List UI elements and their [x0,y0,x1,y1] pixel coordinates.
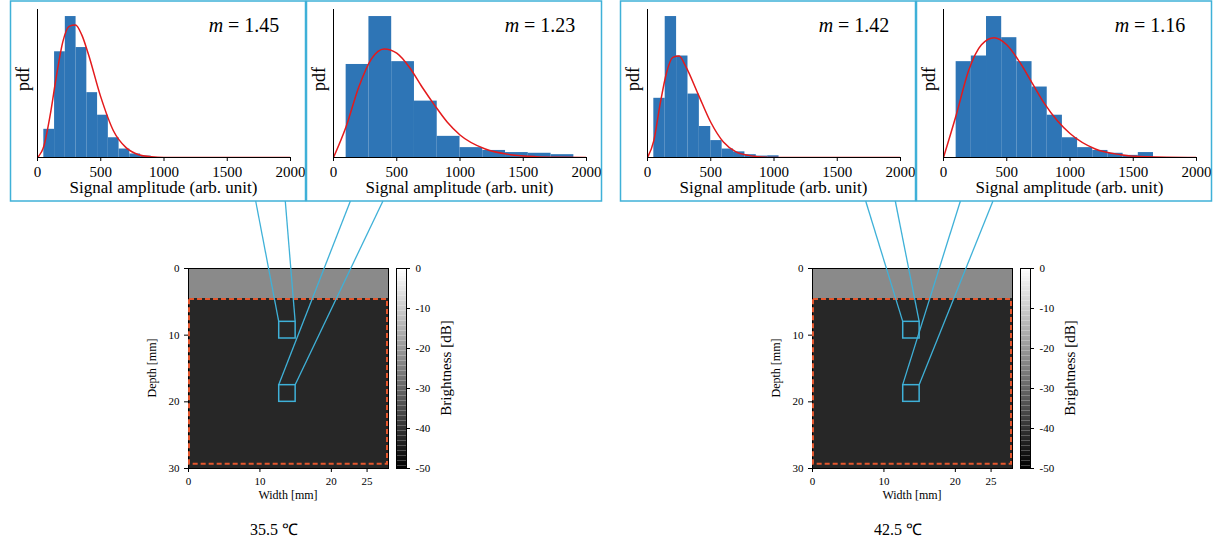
html-text:m = 1.45: m = 1.45 [208,14,280,36]
svg-text:0: 0 [174,262,180,274]
svg-text:10: 10 [878,475,890,487]
svg-text:500: 500 [89,164,112,181]
svg-text:20: 20 [169,395,181,407]
svg-text:0: 0 [416,262,422,274]
svg-text:500: 500 [699,164,722,181]
html-text:pdf: pdf [623,67,643,91]
html-text:Signal amplitude (arb. unit): Signal amplitude (arb. unit) [975,177,1164,197]
svg-text:-10: -10 [1040,302,1055,314]
html-text:Width [mm]: Width [mm] [882,488,942,502]
svg-text:30: 30 [169,462,181,474]
svg-text:-30: -30 [416,382,431,394]
svg-text:1500: 1500 [508,164,539,181]
svg-text:-20: -20 [1040,342,1055,354]
svg-text:0: 0 [810,475,816,487]
svg-text:25: 25 [362,475,374,487]
svg-text:10: 10 [793,329,805,341]
svg-text:20: 20 [793,395,805,407]
svg-text:0: 0 [644,164,652,180]
svg-text:-50: -50 [1040,462,1055,474]
html-text:35.5 ℃: 35.5 ℃ [250,521,298,538]
html-text:Depth [mm]: Depth [mm] [769,338,783,398]
svg-text:0: 0 [186,475,192,487]
html-text:Signal amplitude (arb. unit): Signal amplitude (arb. unit) [365,177,554,197]
svg-text:30: 30 [793,462,805,474]
svg-text:0: 0 [1040,262,1046,274]
html-text:Depth [mm]: Depth [mm] [145,338,159,398]
svg-text:-30: -30 [1040,382,1055,394]
html-text:Brightness [dB]: Brightness [dB] [437,320,454,416]
svg-text:0: 0 [330,164,338,180]
html-text:42.5 ℃: 42.5 ℃ [874,521,922,538]
svg-text:20: 20 [950,475,962,487]
svg-text:10: 10 [169,329,181,341]
svg-text:1000: 1000 [149,164,179,181]
svg-text:500: 500 [385,164,408,181]
svg-text:0: 0 [798,262,804,274]
svg-text:1500: 1500 [212,164,243,181]
svg-text:0: 0 [34,164,42,180]
svg-text:20: 20 [326,475,338,487]
html-text:pdf: pdf [919,67,939,91]
svg-text:1500: 1500 [1118,164,1149,181]
html-text:pdf: pdf [309,67,329,91]
html-text:Brightness [dB]: Brightness [dB] [1061,320,1078,416]
svg-text:2000: 2000 [886,164,916,180]
html-text:Signal amplitude (arb. unit): Signal amplitude (arb. unit) [679,177,868,197]
svg-text:1000: 1000 [1055,164,1085,181]
svg-text:0: 0 [940,164,948,180]
svg-text:2000: 2000 [1182,164,1212,180]
svg-text:2000: 2000 [572,164,602,180]
svg-text:-20: -20 [416,342,431,354]
html-text:m = 1.42: m = 1.42 [818,14,890,36]
svg-text:10: 10 [254,475,266,487]
html-text:m = 1.23: m = 1.23 [504,14,576,36]
svg-text:500: 500 [995,164,1018,181]
svg-text:1000: 1000 [445,164,475,181]
html-text:Width [mm]: Width [mm] [258,488,318,502]
svg-text:-10: -10 [416,302,431,314]
html-text:pdf: pdf [13,67,33,91]
svg-text:2000: 2000 [276,164,306,180]
svg-text:25: 25 [986,475,998,487]
svg-text:1000: 1000 [759,164,789,181]
svg-text:-50: -50 [416,462,431,474]
svg-text:-40: -40 [416,422,431,434]
svg-text:-40: -40 [1040,422,1055,434]
html-text:Signal amplitude (arb. unit): Signal amplitude (arb. unit) [69,177,258,197]
svg-text:1500: 1500 [822,164,853,181]
html-text:m = 1.16: m = 1.16 [1114,14,1186,36]
